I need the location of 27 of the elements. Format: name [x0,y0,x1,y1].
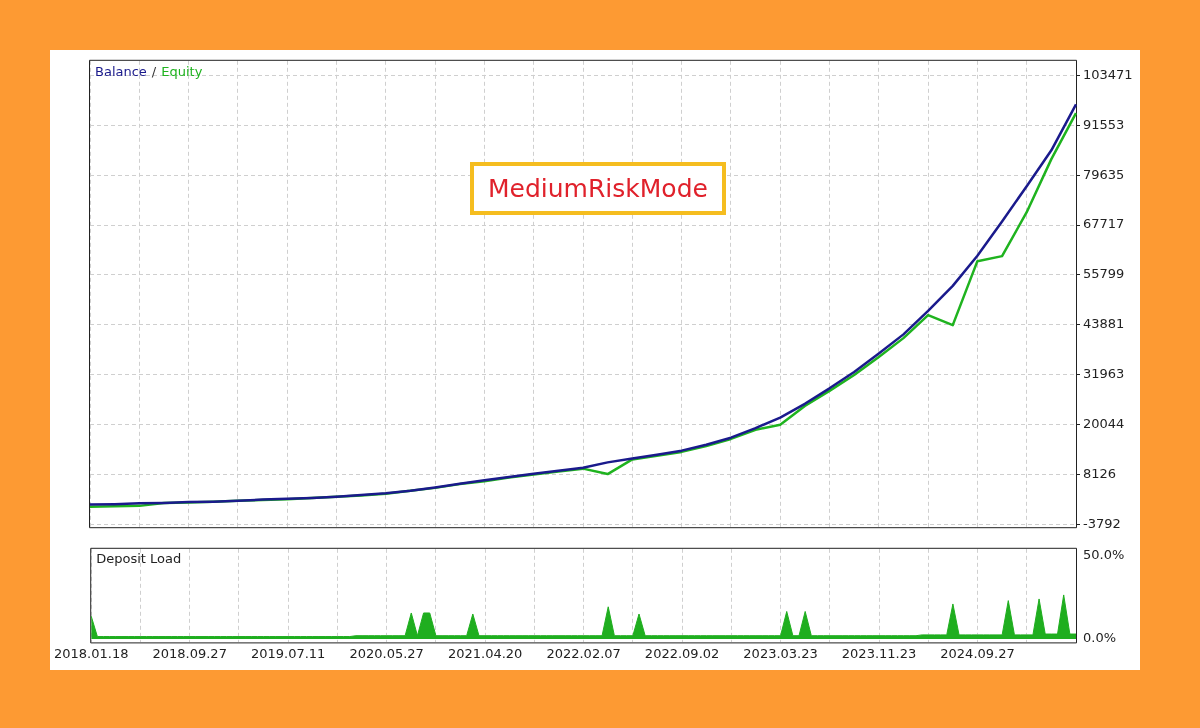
y-tick-label: 31963 [1083,366,1125,382]
y-tick-label: 67717 [1083,216,1125,232]
x-tick-label: 2022.02.07 [546,645,621,661]
y-tick-label: 103471 [1083,66,1133,82]
x-tick-label: 2021.04.20 [447,645,523,661]
x-tick-label: 2022.09.02 [644,645,720,661]
y-tick-label: 8126 [1083,465,1117,481]
y-tick-label: 50.0% [1083,546,1125,562]
y-tick-label: 91553 [1083,116,1125,132]
y-tick-label: 0.0% [1083,630,1117,646]
text: Equity [161,63,203,79]
y-tick-label: 79635 [1083,166,1125,182]
y-tick-label: 20044 [1083,415,1125,431]
x-tick-label: 2019.07.11 [250,645,326,661]
x-tick-label: 2018.09.27 [152,645,227,661]
x-tick-label: 2024.09.27 [940,645,1015,661]
text: Balance [95,63,147,79]
y-tick-label: -3792 [1083,515,1121,531]
x-tick-label: 2018.01.18 [54,645,129,661]
x-tick-label: 2020.05.27 [349,645,424,661]
y-tick-label: 43881 [1083,316,1125,332]
annotation: MediumRiskMode [470,162,726,215]
x-tick-label: 2023.11.23 [841,645,917,661]
y-tick-label: 55799 [1083,266,1125,282]
x-tick-label: 2023.03.23 [743,645,818,661]
chart-title: Deposit Load [96,550,182,566]
annotation: / [151,63,157,79]
